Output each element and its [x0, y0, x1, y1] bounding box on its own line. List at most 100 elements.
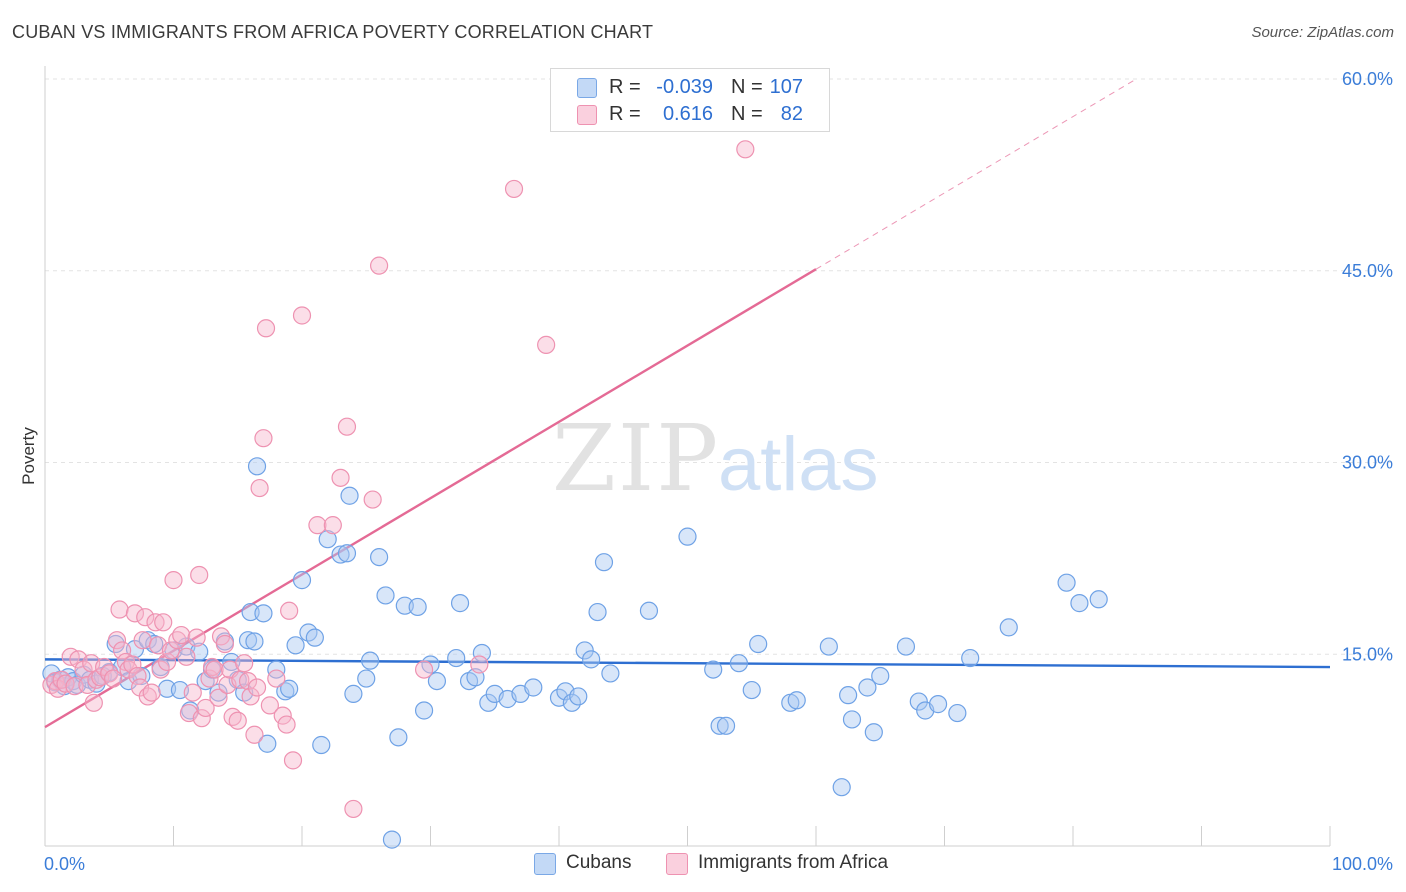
- data-point: [323, 516, 342, 535]
- data-point: [470, 655, 489, 674]
- trend-lines: [44, 78, 1331, 729]
- data-point: [842, 710, 862, 729]
- data-point: [370, 547, 389, 567]
- data-point: [742, 680, 761, 700]
- correlation-legend: R = -0.039 N = 107 R = 0.616 N = 82: [550, 68, 830, 132]
- data-point: [999, 618, 1018, 637]
- data-point: [308, 516, 327, 535]
- trend-line-cubans: [44, 658, 1331, 669]
- legend-row-cubans: R = -0.039 N = 107: [551, 74, 829, 100]
- data-point: [376, 586, 395, 605]
- data-point: [363, 490, 382, 509]
- data-point: [575, 641, 594, 660]
- data-point: [524, 678, 543, 697]
- data-point: [164, 571, 183, 590]
- data-points: [42, 140, 1108, 849]
- data-point: [447, 648, 466, 668]
- data-point: [273, 706, 292, 725]
- data-point: [142, 683, 161, 702]
- data-point: [537, 335, 556, 354]
- data-point: [258, 734, 277, 753]
- data-point: [832, 778, 851, 797]
- data-point: [192, 709, 211, 728]
- data-point: [112, 641, 132, 660]
- data-point: [84, 693, 103, 712]
- data-point: [254, 429, 273, 448]
- legend-n-value: 107: [769, 76, 803, 98]
- data-point: [228, 711, 247, 730]
- data-point: [277, 715, 296, 734]
- data-point: [749, 634, 768, 654]
- axes: [44, 66, 1331, 847]
- data-point: [286, 636, 305, 655]
- data-point: [280, 679, 299, 698]
- data-point: [678, 527, 697, 546]
- data-point: [1070, 594, 1089, 613]
- source-label: Source: ZipAtlas.com: [1251, 24, 1394, 41]
- trend-line-africa-extension: [815, 78, 1137, 270]
- grid-lines: [45, 78, 1392, 655]
- data-point: [136, 608, 155, 627]
- legend-n-value: 82: [780, 103, 803, 125]
- data-point: [361, 651, 380, 670]
- legend-swatch-cubans: [534, 853, 556, 875]
- data-point: [787, 691, 806, 710]
- data-point: [200, 669, 219, 688]
- data-point: [250, 478, 269, 498]
- legend-n-label: N =: [731, 103, 763, 125]
- data-point: [107, 631, 127, 650]
- data-point: [209, 688, 228, 707]
- data-point: [238, 671, 258, 691]
- data-point: [864, 723, 883, 742]
- trend-line-africa: [44, 268, 817, 729]
- legend-label-cubans: Cubans: [566, 852, 632, 873]
- y-tick-label: 45.0%: [1342, 261, 1393, 281]
- data-point: [202, 657, 222, 677]
- data-point: [736, 140, 755, 159]
- data-point: [344, 799, 363, 819]
- data-point: [238, 631, 258, 650]
- data-point: [582, 650, 601, 669]
- data-point: [187, 628, 206, 647]
- data-point: [245, 725, 264, 744]
- data-point: [961, 648, 980, 668]
- legend-swatch-africa: [666, 853, 688, 875]
- data-point: [357, 669, 376, 688]
- data-point: [318, 530, 337, 549]
- data-point: [858, 678, 877, 697]
- data-point: [267, 669, 286, 688]
- data-point: [133, 631, 152, 650]
- data-point: [896, 637, 916, 656]
- legend-r-value: 0.616: [662, 103, 713, 125]
- data-point: [110, 600, 129, 619]
- data-point: [472, 643, 491, 663]
- data-point: [256, 319, 276, 338]
- data-point: [235, 654, 254, 673]
- data-point: [104, 669, 123, 688]
- data-point: [450, 594, 470, 613]
- data-point: [241, 687, 260, 706]
- y-tick-labels: 15.0% 30.0% 45.0% 60.0%: [1342, 69, 1393, 664]
- data-point: [292, 306, 312, 325]
- data-point: [408, 597, 427, 617]
- data-point: [1089, 590, 1108, 609]
- data-point: [928, 695, 948, 714]
- data-point: [594, 553, 614, 572]
- data-point: [280, 601, 299, 620]
- data-point: [283, 751, 303, 770]
- data-point: [504, 179, 524, 199]
- data-point: [909, 692, 928, 711]
- legend-row-africa: R = 0.616 N = 82: [551, 101, 829, 127]
- data-point: [710, 716, 729, 735]
- y-tick-label: 60.0%: [1342, 69, 1393, 89]
- data-point: [190, 565, 209, 585]
- series-legend: Cubans Immigrants from Africa: [0, 852, 1406, 878]
- data-point: [177, 647, 196, 666]
- data-point: [331, 545, 350, 564]
- data-point: [154, 613, 173, 632]
- legend-r-label: R =: [609, 76, 641, 98]
- y-tick-label: 30.0%: [1342, 453, 1393, 473]
- data-point: [247, 678, 267, 697]
- data-point: [292, 571, 312, 590]
